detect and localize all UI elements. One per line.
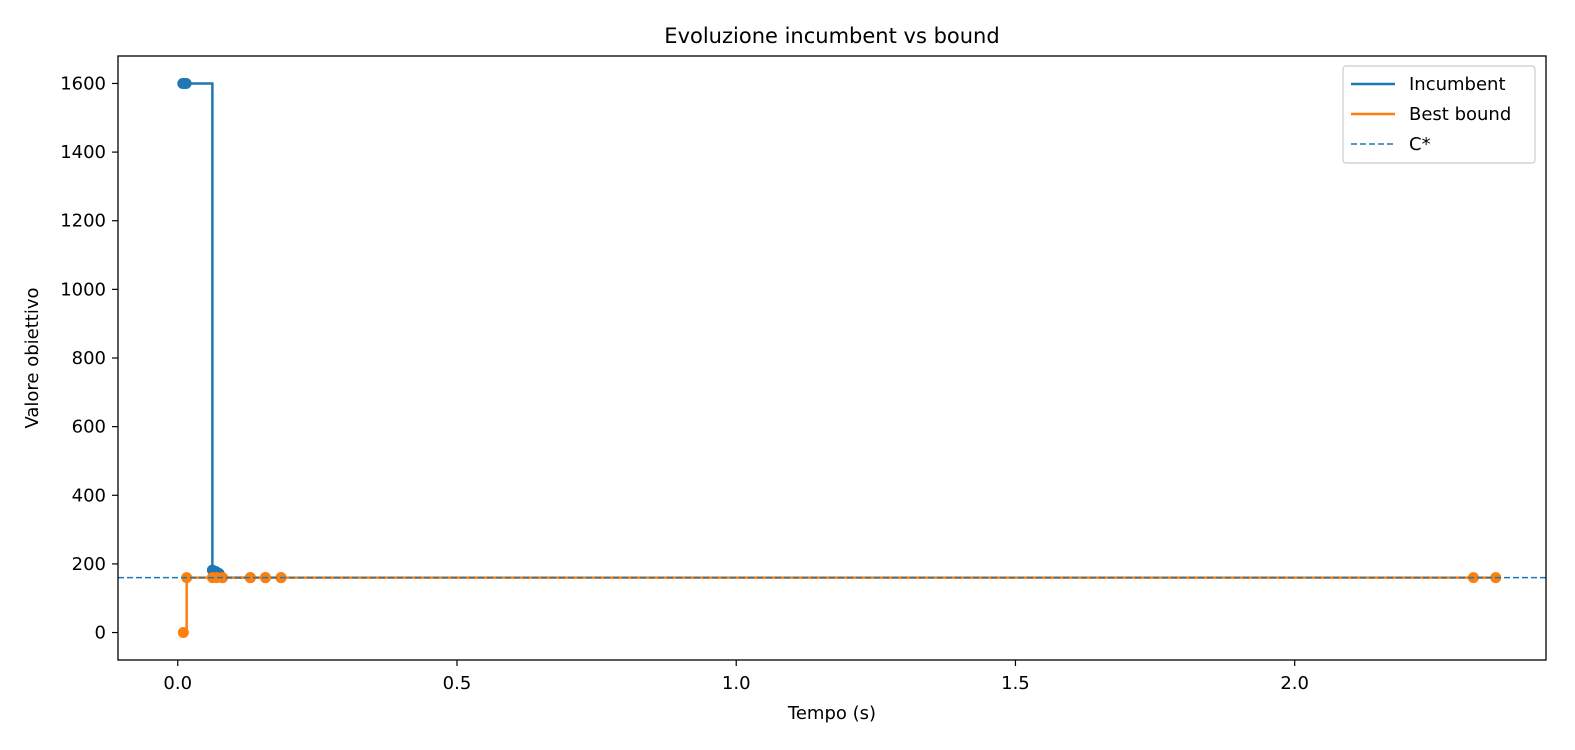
plot-area bbox=[118, 77, 1546, 639]
y-tick-label: 0 bbox=[95, 623, 106, 644]
x-tick-label: 1.0 bbox=[722, 673, 751, 694]
y-tick-label: 1600 bbox=[60, 73, 106, 94]
series-best-bound bbox=[177, 572, 1502, 639]
y-tick-label: 800 bbox=[72, 348, 106, 369]
legend-label-best-bound: Best bound bbox=[1409, 104, 1511, 125]
y-tick-label: 400 bbox=[72, 485, 106, 506]
series-line-incumbent bbox=[182, 82, 282, 579]
series-incumbent bbox=[177, 77, 287, 584]
x-axis-label: Tempo (s) bbox=[787, 703, 876, 724]
x-axis: 0.0 0.5 1.0 1.5 2.0 bbox=[163, 660, 1309, 694]
point-best-bound bbox=[244, 572, 256, 584]
legend: Incumbent Best bound C* bbox=[1342, 65, 1536, 164]
y-axis: 0 200 400 600 800 1000 1200 1400 1600 bbox=[60, 73, 118, 644]
series-line-best-bound bbox=[183, 576, 1496, 634]
y-tick-label: 1200 bbox=[60, 211, 106, 232]
chart-title: Evoluzione incumbent vs bound bbox=[664, 24, 999, 48]
legend-box bbox=[1342, 65, 1536, 164]
point-incumbent bbox=[180, 77, 192, 89]
y-tick-label: 1400 bbox=[60, 142, 106, 163]
x-tick-label: 0.5 bbox=[443, 673, 472, 694]
y-tick-label: 600 bbox=[72, 417, 106, 438]
legend-label-c-star: C* bbox=[1409, 134, 1431, 155]
x-tick-label: 1.5 bbox=[1001, 673, 1030, 694]
point-best-bound bbox=[177, 627, 189, 639]
y-tick-label: 1000 bbox=[60, 279, 106, 300]
x-tick-label: 0.0 bbox=[163, 673, 192, 694]
x-tick-label: 2.0 bbox=[1280, 673, 1309, 694]
y-axis-label: Valore obiettivo bbox=[22, 287, 43, 428]
legend-label-incumbent: Incumbent bbox=[1409, 74, 1506, 95]
axes-frame bbox=[117, 55, 1547, 661]
y-tick-label: 200 bbox=[72, 554, 106, 575]
